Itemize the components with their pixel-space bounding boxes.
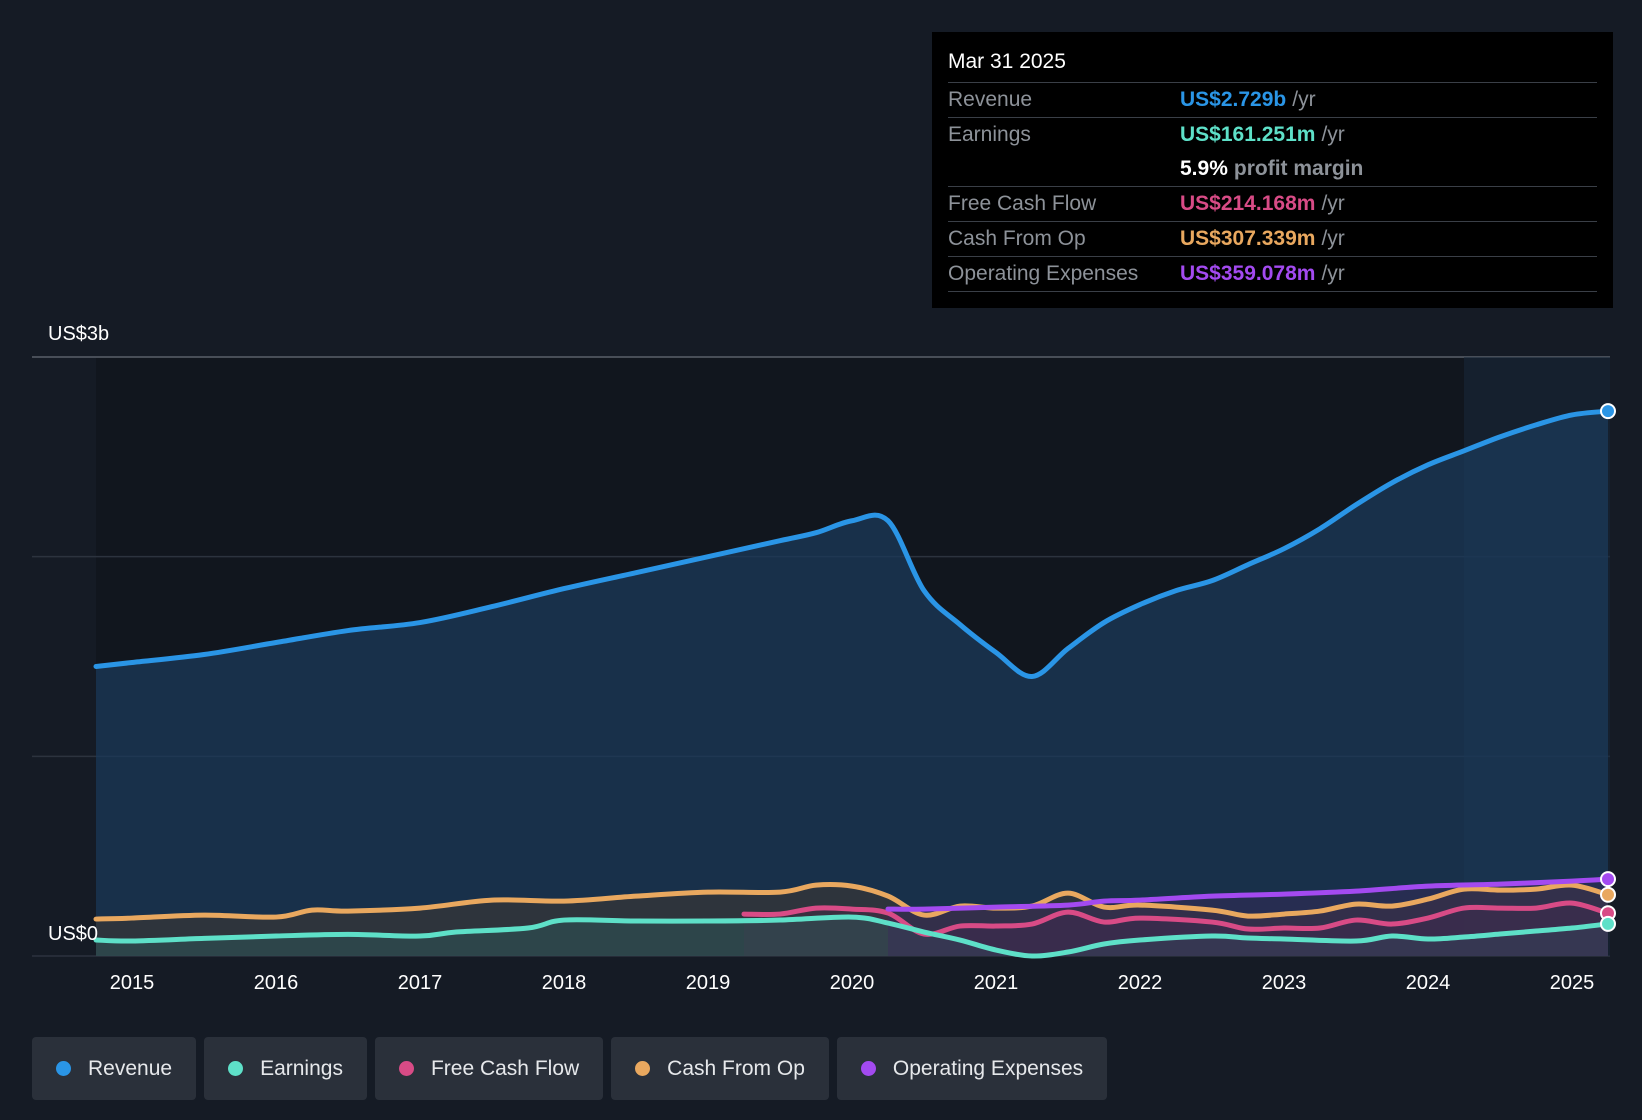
legend-dot-icon [56, 1061, 71, 1076]
tooltip-row-operating-expenses: Operating Expenses US$359.078m /yr [948, 257, 1597, 292]
tooltip-row-revenue: Revenue US$2.729b /yr [948, 83, 1597, 118]
y-axis-bottom-label: US$0 [48, 923, 98, 945]
x-tick-label: 2016 [254, 972, 299, 994]
end-markers [1600, 403, 1616, 932]
legend-dot-icon [228, 1061, 244, 1076]
tooltip-value: US$214.168m [1180, 192, 1316, 215]
tooltip-unit: /yr [1321, 192, 1345, 215]
x-tick-label: 2021 [974, 972, 1019, 994]
tooltip-label: Operating Expenses [948, 262, 1139, 285]
tooltip-row-free-cash-flow: Free Cash Flow US$214.168m /yr [948, 187, 1597, 222]
end-point-marker [1600, 403, 1616, 420]
tooltip-row-profit-margin: 5.9% profit margin [948, 152, 1597, 187]
x-tick-label: 2015 [110, 972, 155, 994]
end-point-marker [1600, 871, 1616, 888]
legend-item-operating-expenses[interactable]: Operating Expenses [836, 1037, 1108, 1100]
legend-label: Cash From Op [667, 1056, 805, 1080]
tooltip-unit: /yr [1321, 123, 1345, 146]
x-tick-label: 2020 [830, 972, 875, 994]
x-tick-label: 2018 [542, 972, 587, 994]
series-area-revenue [96, 411, 1608, 956]
legend-item-cash-from-op[interactable]: Cash From Op [611, 1037, 829, 1100]
y-axis-top-label: US$3b [48, 323, 109, 345]
x-tick-label: 2023 [1262, 972, 1307, 994]
tooltip-label: Free Cash Flow [948, 192, 1097, 215]
tooltip-label: Cash From Op [948, 227, 1086, 250]
legend-dot-icon [398, 1061, 414, 1076]
tooltip-date: Mar 31 2025 [948, 32, 1597, 83]
series-layer [93, 408, 1611, 959]
tooltip-unit: /yr [1321, 262, 1345, 285]
x-tick-label: 2022 [1118, 972, 1163, 994]
tooltip-row-cash-from-op: Cash From Op US$307.339m /yr [948, 222, 1597, 257]
tooltip-panel: Mar 31 2025 Revenue US$2.729b /yr Earnin… [932, 32, 1613, 308]
legend-item-free-cash-flow[interactable]: Free Cash Flow [374, 1037, 604, 1100]
tooltip-label: Revenue [948, 88, 1033, 111]
tooltip-row-earnings: Earnings US$161.251m /yr [948, 118, 1597, 152]
tooltip-value: US$307.339m [1180, 227, 1316, 250]
tooltip-label: Earnings [948, 123, 1031, 146]
tooltip-unit: /yr [1321, 227, 1345, 250]
legend-label: Free Cash Flow [430, 1056, 580, 1080]
x-tick-label: 2017 [398, 972, 443, 994]
tooltip-value: US$2.729b [1180, 88, 1287, 111]
x-axis-ticks: 2015 2016 2017 2018 2019 2020 2021 2022 2023 2024… [110, 972, 1595, 994]
legend-dot-icon [860, 1061, 876, 1076]
legend-item-earnings[interactable]: Earnings [204, 1037, 367, 1100]
series-line-free-cash-flow [741, 900, 1611, 937]
series-line-earnings [93, 914, 1611, 959]
series-area-free-cash-flow [744, 902, 1608, 956]
legend-dot-icon [635, 1061, 651, 1076]
series-line-revenue [93, 408, 1611, 679]
tooltip-value: US$161.251m [1180, 123, 1316, 146]
tooltip-value: 5.9% [1180, 157, 1228, 180]
legend-label: Earnings [260, 1056, 343, 1080]
tooltip-unit: /yr [1292, 88, 1316, 111]
legend: Revenue Earnings Free Cash Flow Cash Fro… [32, 1037, 1108, 1100]
end-point-marker [1600, 915, 1616, 932]
x-tick-label: 2019 [686, 972, 731, 994]
legend-item-revenue[interactable]: Revenue [32, 1037, 197, 1100]
end-point-marker [1600, 886, 1616, 903]
legend-label: Revenue [88, 1056, 173, 1080]
x-tick-label: 2025 [1550, 972, 1595, 994]
series-area-earnings [96, 917, 1608, 957]
tooltip-value: US$359.078m [1180, 262, 1316, 285]
series-line-operating-expenses [885, 876, 1611, 912]
tooltip-unit: profit margin [1233, 157, 1364, 180]
x-tick-label: 2024 [1406, 972, 1451, 994]
legend-label: Operating Expenses [892, 1056, 1084, 1080]
